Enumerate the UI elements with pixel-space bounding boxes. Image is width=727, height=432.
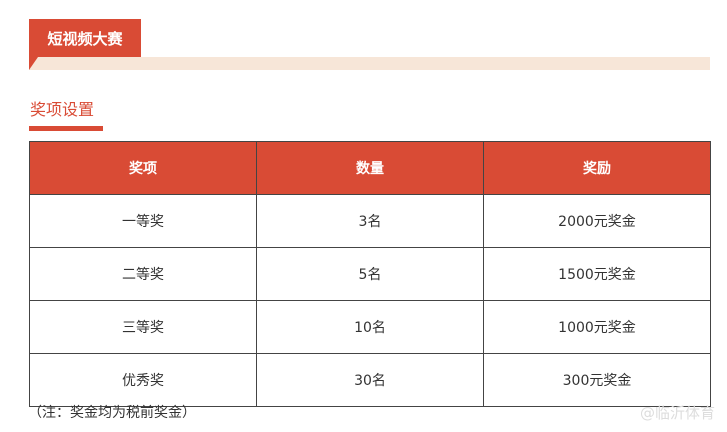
table-cell: 一等奖 (29, 194, 257, 248)
table-cell: 1500元奖金 (483, 247, 711, 301)
table-cell: 3名 (256, 194, 484, 248)
table-cell: 30名 (256, 353, 484, 407)
watermark: @临沂体育 (639, 404, 715, 422)
table-row: 优秀奖 30名 300元奖金 (29, 353, 711, 407)
section-title: 奖项设置 (30, 100, 95, 119)
section-underline (29, 126, 103, 131)
column-header: 奖励 (483, 141, 711, 195)
table-cell: 10名 (256, 300, 484, 354)
table-row: 三等奖 10名 1000元奖金 (29, 300, 711, 354)
column-header: 数量 (256, 141, 484, 195)
prize-table: 奖项 数量 奖励 一等奖 3名 2000元奖金 二等奖 5名 1500元奖金 三… (29, 141, 711, 407)
table-header-row: 奖项 数量 奖励 (29, 141, 711, 195)
table-row: 二等奖 5名 1500元奖金 (29, 247, 711, 301)
footnote: （注：奖金均为税前奖金） (28, 405, 196, 421)
table-cell: 5名 (256, 247, 484, 301)
table-cell: 300元奖金 (483, 353, 711, 407)
header-title: 短视频大赛 (29, 19, 141, 57)
table-row: 一等奖 3名 2000元奖金 (29, 194, 711, 248)
table-cell: 三等奖 (29, 300, 257, 354)
table-cell: 优秀奖 (29, 353, 257, 407)
table-cell: 1000元奖金 (483, 300, 711, 354)
header-corner (29, 57, 38, 70)
table-cell: 二等奖 (29, 247, 257, 301)
table-cell: 2000元奖金 (483, 194, 711, 248)
column-header: 奖项 (29, 141, 257, 195)
header-band (29, 57, 710, 70)
